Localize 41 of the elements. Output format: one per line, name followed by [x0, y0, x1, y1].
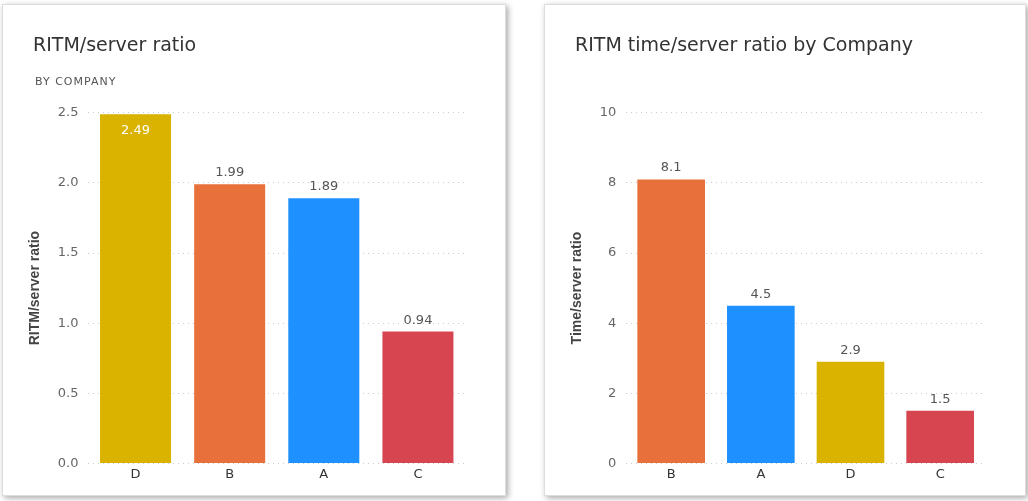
data-label: 2.9	[840, 341, 861, 357]
y-tick-label: 2	[608, 384, 617, 400]
y-tick-label: 4	[608, 314, 617, 330]
y-tick-label: 8	[608, 174, 617, 190]
x-tick-label: A	[756, 465, 766, 481]
y-tick-label: 2.5	[57, 104, 79, 120]
y-tick-label: 6	[608, 244, 617, 260]
data-label: 8.1	[660, 159, 682, 175]
data-label: 1.89	[309, 178, 339, 194]
data-label: 2.49	[121, 122, 151, 138]
bar	[382, 331, 454, 463]
x-tick-label: D	[130, 465, 141, 481]
data-label: 1.99	[215, 164, 245, 180]
data-label: 1.5	[929, 390, 951, 406]
bar	[727, 305, 795, 463]
y-axis-title: RITM/server ratio	[26, 230, 43, 346]
bar	[906, 410, 974, 463]
chart-title: RITM time/server ratio by Company	[575, 33, 913, 55]
bar	[100, 114, 172, 463]
y-tick-label: 1.0	[57, 314, 79, 330]
y-tick-label: 0	[608, 454, 617, 470]
bar	[637, 179, 705, 463]
x-tick-label: C	[413, 465, 423, 481]
y-tick-label: 0.5	[57, 384, 79, 400]
chart-subtitle: BY COMPANY	[35, 75, 117, 88]
data-label: 0.94	[403, 311, 433, 327]
y-tick-label: 1.5	[57, 244, 79, 260]
x-tick-label: B	[225, 465, 235, 481]
y-axis-title: Time/server ratio	[568, 231, 585, 345]
x-tick-label: C	[935, 465, 945, 481]
y-tick-label: 10	[599, 104, 617, 120]
x-tick-label: B	[666, 465, 676, 481]
bar	[288, 198, 360, 463]
chart-title: RITM/server ratio	[33, 33, 197, 55]
bar	[816, 361, 885, 463]
x-tick-label: A	[319, 465, 329, 481]
data-label: 4.5	[750, 285, 772, 301]
x-tick-label: D	[845, 465, 856, 481]
y-tick-label: 2.0	[57, 174, 79, 190]
bar	[194, 184, 266, 463]
y-tick-label: 0.0	[57, 454, 79, 470]
